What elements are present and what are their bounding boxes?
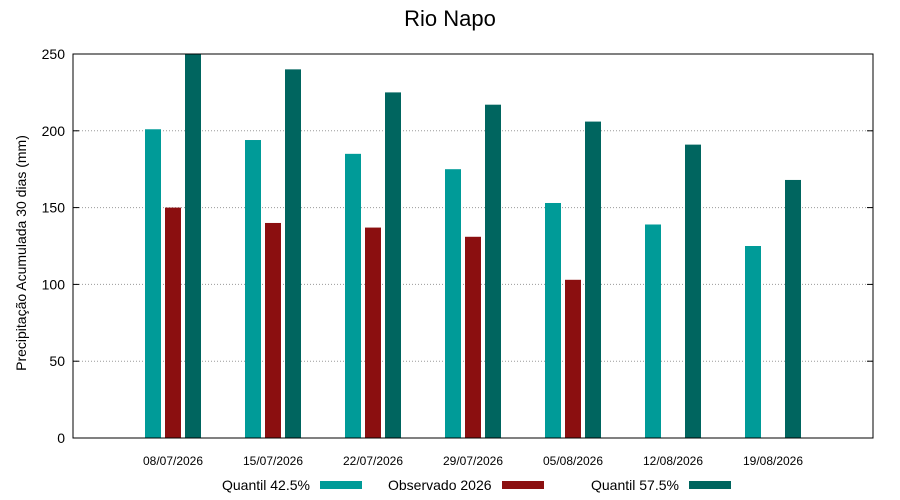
bar-0-0 (145, 129, 161, 438)
bar-2-2 (385, 92, 401, 438)
y-tick-label: 250 (42, 46, 66, 62)
bar-2-1 (285, 69, 301, 438)
bar-0-4 (545, 203, 561, 438)
bar-2-3 (485, 105, 501, 438)
bar-1-3 (465, 237, 481, 438)
legend-swatch (689, 481, 731, 489)
bar-1-0 (165, 208, 181, 438)
x-tick-label: 15/07/2026 (243, 454, 303, 468)
bar-0-2 (345, 154, 361, 438)
y-tick-label: 200 (42, 123, 66, 139)
x-tick-label: 22/07/2026 (343, 454, 403, 468)
legend-item-quantil-57-5: Quantil 57.5% (591, 477, 731, 493)
x-tick-label: 29/07/2026 (443, 454, 503, 468)
legend-item-observado-2026: Observado 2026 (388, 477, 544, 493)
bar-1-4 (565, 280, 581, 438)
y-tick-label: 100 (42, 276, 66, 292)
bar-0-5 (645, 224, 661, 438)
bar-2-5 (685, 145, 701, 438)
bar-0-6 (745, 246, 761, 438)
x-tick-label: 12/08/2026 (643, 454, 703, 468)
legend-swatch (502, 481, 544, 489)
legend-label: Observado 2026 (388, 477, 492, 493)
legend-swatch (320, 481, 362, 489)
x-tick-label: 05/08/2026 (543, 454, 603, 468)
legend-label: Quantil 57.5% (591, 477, 679, 493)
legend-item-quantil-42-5: Quantil 42.5% (222, 477, 362, 493)
bar-2-6 (785, 180, 801, 438)
bar-1-1 (265, 223, 281, 438)
bar-1-2 (365, 228, 381, 438)
x-tick-label: 08/07/2026 (143, 454, 203, 468)
y-tick-label: 150 (42, 200, 66, 216)
y-tick-label: 50 (49, 353, 65, 369)
legend: Quantil 42.5% Observado 2026 Quantil 57.… (0, 477, 900, 497)
bar-0-3 (445, 169, 461, 438)
bar-2-0 (185, 54, 201, 438)
x-tick-label: 19/08/2026 (743, 454, 803, 468)
y-tick-label: 0 (57, 430, 65, 446)
bar-0-1 (245, 140, 261, 438)
bar-2-4 (585, 122, 601, 438)
legend-label: Quantil 42.5% (222, 477, 310, 493)
